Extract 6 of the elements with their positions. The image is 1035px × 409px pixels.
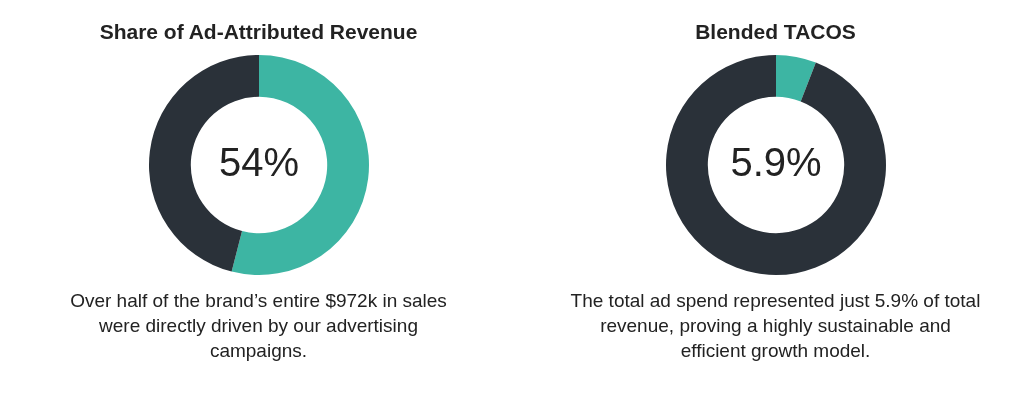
text: 5.9% bbox=[729, 140, 822, 185]
chart-title: Blended TACOS bbox=[695, 20, 856, 45]
text: Over half of the brand’s entire $972k in sales were directly driven by our advertising campaigns. bbox=[69, 289, 448, 363]
text: 54% bbox=[218, 140, 299, 185]
chart-title: Share of Ad-Attributed Revenue bbox=[99, 20, 418, 45]
text: The total ad spend represented just 5.9% of total revenue, proving a highly sustainable and efficient growth model. bbox=[569, 289, 982, 363]
